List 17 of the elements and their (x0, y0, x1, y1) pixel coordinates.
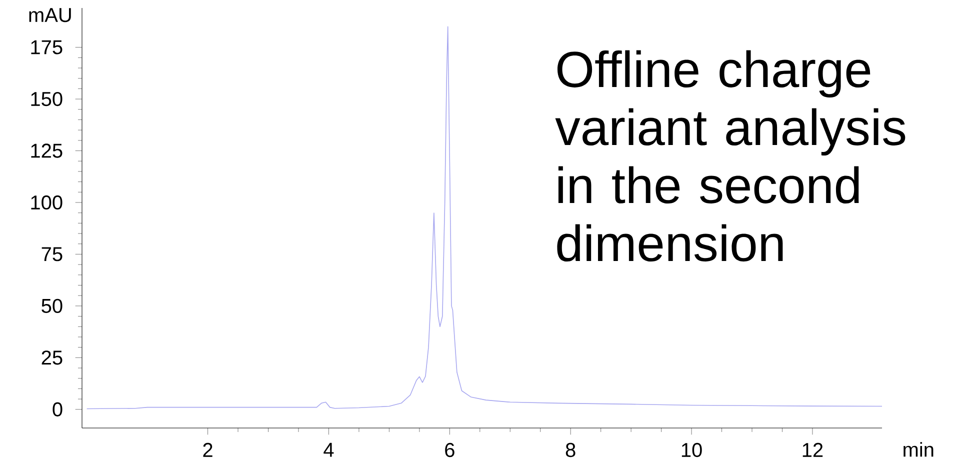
x-tick-label: 2 (203, 442, 212, 457)
y-tick-label: 125 (31, 144, 62, 158)
x-tick-label: 10 (682, 442, 702, 458)
y-tick-label: 25 (42, 350, 62, 365)
y-tick-label: 175 (31, 40, 62, 54)
x-axis-title: min (904, 442, 934, 457)
y-tick-label: 100 (31, 195, 62, 210)
x-tick-label: 4 (324, 442, 334, 457)
x-tick-label: 8 (566, 442, 576, 458)
y-tick-label: 0 (52, 402, 62, 416)
y-axis-title: mAU (29, 8, 71, 22)
annotation: Offline charge variant analysis in the second dimension (555, 50, 906, 262)
y-tick-label: 75 (42, 247, 62, 262)
x-tick-label: 6 (445, 442, 454, 458)
y-tick-label: 150 (31, 92, 62, 106)
y-tick-label: 50 (42, 298, 62, 314)
x-tick-label: 12 (802, 442, 823, 457)
